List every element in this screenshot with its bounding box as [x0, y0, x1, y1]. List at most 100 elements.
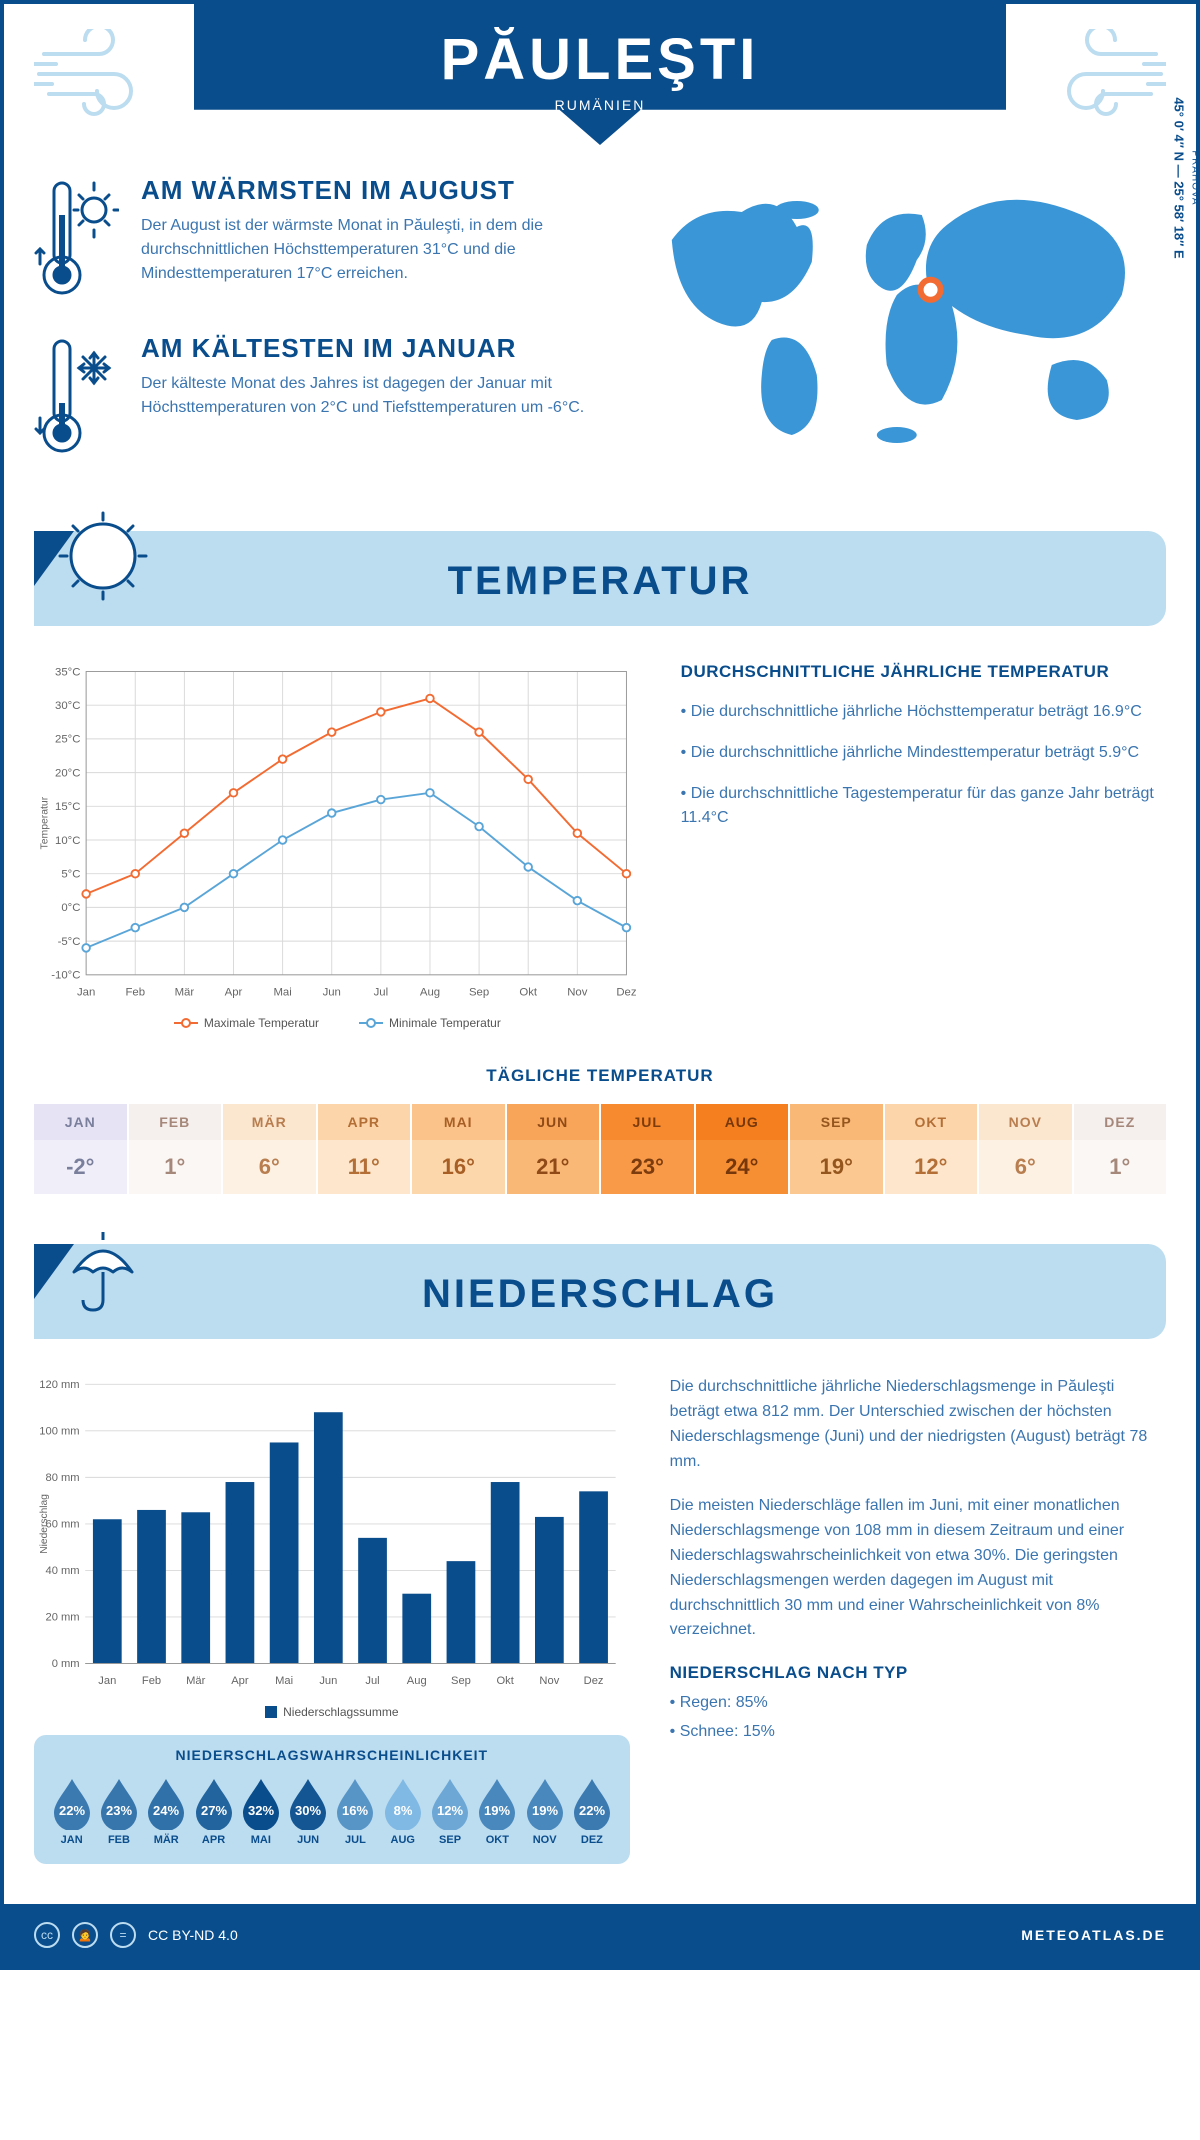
svg-text:Dez: Dez: [584, 1675, 604, 1687]
svg-text:60 mm: 60 mm: [46, 1519, 80, 1531]
svg-text:10°C: 10°C: [55, 835, 80, 847]
cc-icon: cc: [34, 1922, 60, 1948]
daily-temp-cell: DEZ 1°: [1074, 1104, 1167, 1194]
svg-text:Mai: Mai: [273, 987, 291, 999]
svg-text:8%: 8%: [393, 1803, 412, 1818]
svg-text:Nov: Nov: [539, 1675, 559, 1687]
temperature-annual-text: DURCHSCHNITTLICHE JÄHRLICHE TEMPERATUR •…: [681, 662, 1166, 1030]
probability-drop: 27% APR: [190, 1775, 237, 1846]
coordinates-label: PRAHOVA 45° 0′ 4″ N — 25° 58′ 18″ E: [1172, 38, 1200, 318]
daily-temp-cell: OKT 12°: [885, 1104, 980, 1194]
svg-text:Jul: Jul: [365, 1675, 379, 1687]
svg-text:120 mm: 120 mm: [39, 1379, 79, 1391]
probability-drop: 30% JUN: [284, 1775, 331, 1846]
svg-text:-10°C: -10°C: [51, 970, 80, 982]
svg-text:Okt: Okt: [496, 1675, 514, 1687]
nd-icon: =: [110, 1922, 136, 1948]
svg-text:Feb: Feb: [142, 1675, 161, 1687]
probability-drop: 8% AUG: [379, 1775, 426, 1846]
probability-drop: 22% JAN: [48, 1775, 95, 1846]
precipitation-chart: 0 mm 20 mm 40 mm 60 mm 80 mm 100 mm 120 mm Jan F…: [34, 1375, 630, 1718]
svg-text:80 mm: 80 mm: [46, 1472, 80, 1484]
page-subtitle: RUMÄNIEN: [274, 97, 926, 113]
svg-text:19%: 19%: [484, 1803, 510, 1818]
site-name: METEOATLAS.DE: [1021, 1927, 1166, 1943]
cold-fact-title: AM KÄLTESTEN IM JANUAR: [141, 333, 598, 364]
daily-temp-cell: JUN 21°: [507, 1104, 602, 1194]
wind-icon: [1046, 29, 1166, 119]
warm-fact-title: AM WÄRMSTEN IM AUGUST: [141, 175, 598, 206]
svg-text:40 mm: 40 mm: [46, 1565, 80, 1577]
probability-drop: 23% FEB: [95, 1775, 142, 1846]
daily-temp-cell: AUG 24°: [696, 1104, 791, 1194]
svg-text:Apr: Apr: [225, 987, 243, 999]
svg-text:5°C: 5°C: [61, 868, 80, 880]
wind-icon: [34, 29, 154, 119]
svg-text:Feb: Feb: [125, 987, 145, 999]
svg-text:Apr: Apr: [231, 1675, 249, 1687]
probability-drop: 32% MAI: [237, 1775, 284, 1846]
umbrella-icon: [56, 1222, 151, 1317]
svg-text:22%: 22%: [59, 1803, 85, 1818]
probability-drop: 24% MÄR: [143, 1775, 190, 1846]
svg-text:20 mm: 20 mm: [46, 1612, 80, 1624]
thermometer-cold-icon: [34, 333, 119, 463]
daily-temp-cell: APR 11°: [318, 1104, 413, 1194]
svg-text:Mär: Mär: [186, 1675, 205, 1687]
svg-text:0°C: 0°C: [61, 902, 80, 914]
temperature-chart: -10°C-5°C0°C5°C10°C15°C20°C25°C30°C35°CJ…: [34, 662, 641, 1030]
svg-text:20°C: 20°C: [55, 767, 80, 779]
svg-text:23%: 23%: [106, 1803, 132, 1818]
warm-fact-text: Der August ist der wärmste Monat in Păul…: [141, 214, 598, 286]
svg-text:Jun: Jun: [319, 1675, 337, 1687]
precipitation-probability-box: NIEDERSCHLAGSWAHRSCHEINLICHKEIT 22% JAN …: [34, 1735, 630, 1864]
svg-text:Jan: Jan: [98, 1675, 116, 1687]
probability-drop: 12% SEP: [426, 1775, 473, 1846]
daily-temp-cell: SEP 19°: [790, 1104, 885, 1194]
temperature-banner: TEMPERATUR: [34, 531, 1166, 626]
svg-text:Nov: Nov: [567, 987, 588, 999]
svg-text:Okt: Okt: [519, 987, 538, 999]
svg-text:0 mm: 0 mm: [52, 1658, 80, 1670]
svg-text:19%: 19%: [532, 1803, 558, 1818]
svg-text:27%: 27%: [201, 1803, 227, 1818]
svg-text:Mär: Mär: [175, 987, 195, 999]
precipitation-text: Die durchschnittliche jährliche Niedersc…: [670, 1375, 1166, 1863]
daily-temp-title: TÄGLICHE TEMPERATUR: [34, 1066, 1166, 1086]
svg-text:30°C: 30°C: [55, 700, 80, 712]
svg-text:22%: 22%: [579, 1803, 605, 1818]
header-banner: PĂULEŞTI RUMÄNIEN: [194, 4, 1006, 145]
svg-text:Sep: Sep: [469, 987, 489, 999]
world-map: PRAHOVA 45° 0′ 4″ N — 25° 58′ 18″ E: [628, 175, 1166, 460]
probability-drop: 22% DEZ: [568, 1775, 615, 1846]
svg-text:16%: 16%: [342, 1803, 368, 1818]
sun-icon: [56, 509, 151, 604]
svg-text:Niederschlag: Niederschlag: [39, 1494, 50, 1554]
svg-text:12%: 12%: [437, 1803, 463, 1818]
cold-fact-text: Der kälteste Monat des Jahres ist dagege…: [141, 372, 598, 420]
daily-temp-cell: JAN -2°: [34, 1104, 129, 1194]
svg-text:Temperatur: Temperatur: [39, 796, 50, 849]
svg-text:-5°C: -5°C: [58, 936, 81, 948]
by-icon: 🙍: [72, 1922, 98, 1948]
daily-temp-cell: MAI 16°: [412, 1104, 507, 1194]
facts-column: AM WÄRMSTEN IM AUGUST Der August ist der…: [34, 175, 598, 491]
svg-text:35°C: 35°C: [55, 666, 80, 678]
daily-temp-cell: JUL 23°: [601, 1104, 696, 1194]
daily-temp-cell: NOV 6°: [979, 1104, 1074, 1194]
probability-drop: 16% JUL: [332, 1775, 379, 1846]
svg-text:Dez: Dez: [616, 987, 637, 999]
license-text: CC BY-ND 4.0: [148, 1927, 238, 1943]
daily-temp-table: JAN -2°FEB 1°MÄR 6°APR 11°MAI 16°JUN 21°…: [34, 1104, 1166, 1194]
daily-temp-cell: FEB 1°: [129, 1104, 224, 1194]
precipitation-banner: NIEDERSCHLAG: [34, 1244, 1166, 1339]
svg-text:100 mm: 100 mm: [39, 1426, 79, 1438]
svg-text:30%: 30%: [295, 1803, 321, 1818]
probability-drop: 19% OKT: [474, 1775, 521, 1846]
thermometer-hot-icon: [34, 175, 119, 305]
probability-drop: 19% NOV: [521, 1775, 568, 1846]
svg-text:Aug: Aug: [420, 987, 440, 999]
svg-text:32%: 32%: [248, 1803, 274, 1818]
svg-text:Jun: Jun: [323, 987, 341, 999]
page-title: PĂULEŞTI: [274, 26, 926, 93]
